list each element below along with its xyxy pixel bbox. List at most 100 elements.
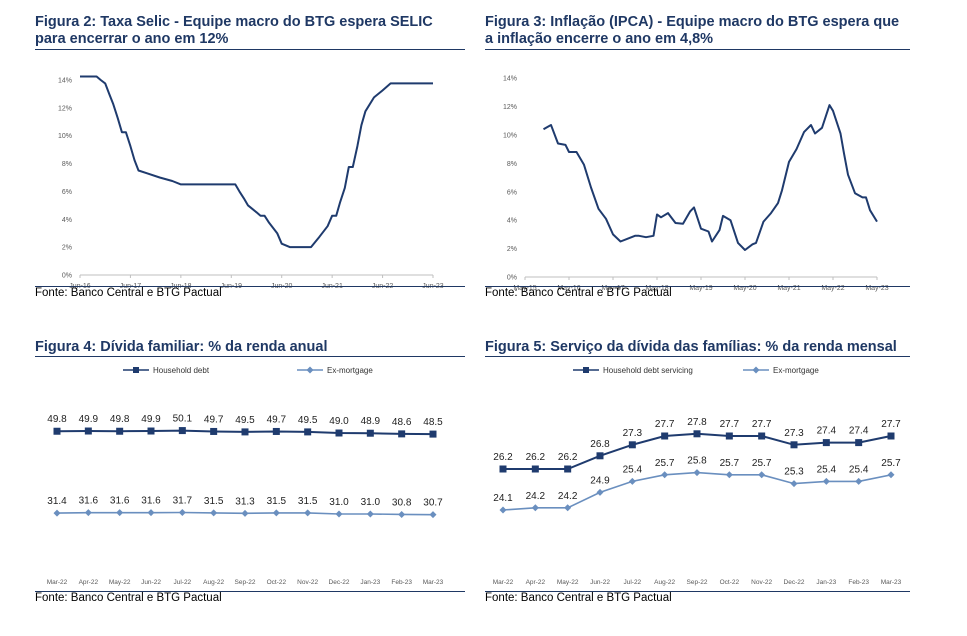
data-point (366, 429, 374, 437)
data-label: 49.5 (298, 415, 318, 426)
figure-4-title-rule (35, 356, 465, 357)
data-point (790, 480, 798, 488)
y-tick-label: 10% (58, 133, 72, 140)
data-label: 25.7 (752, 458, 772, 469)
data-point (398, 510, 406, 518)
x-tick-label: Mar-23 (423, 579, 444, 586)
data-point (210, 509, 218, 517)
y-tick-label: 8% (507, 161, 517, 168)
x-tick-label: May-15 (513, 285, 536, 292)
x-tick-label: Mar-22 (47, 579, 68, 586)
data-label: 48.6 (392, 417, 412, 428)
y-tick-label: 12% (58, 105, 72, 112)
data-point (887, 471, 895, 479)
data-point (429, 430, 437, 438)
data-point (178, 508, 186, 516)
data-point (53, 427, 61, 435)
figure-5-source: Fonte: Banco Central e BTG Pactual (485, 592, 672, 604)
legend-label: Household debt servicing (603, 366, 693, 375)
x-tick-label: May-21 (777, 285, 800, 292)
data-label: 24.2 (526, 491, 546, 502)
x-tick-label: Mar-23 (881, 579, 902, 586)
x-tick-label: May-22 (821, 285, 844, 292)
figure-2-panel: Figura 2: Taxa Selic - Equipe macro do B… (35, 14, 465, 304)
x-tick-label: May-17 (601, 285, 624, 292)
data-label: 25.7 (720, 458, 740, 469)
x-tick-label: Dec-22 (784, 579, 805, 586)
figure-3-chart: 0% 2% 4% 6% 8% 10% 12% 14% May-15 May-16 May-17 May… (503, 76, 889, 292)
x-tick-label: May-22 (109, 579, 131, 586)
data-label: 27.7 (752, 419, 772, 430)
figure-2-source: Fonte: Banco Central e BTG Pactual (35, 287, 222, 299)
data-label: 26.8 (590, 439, 610, 450)
figure-5-title: Figura 5: Serviço da dívida das famílias… (485, 339, 897, 356)
data-label: 31.6 (110, 496, 130, 507)
x-tick-label: Jan-23 (816, 579, 836, 586)
data-point (855, 439, 863, 447)
data-label: 49.9 (141, 414, 161, 425)
y-tick-label: 4% (62, 217, 72, 224)
data-point (628, 441, 636, 449)
data-point (531, 465, 539, 473)
x-tick-label: May-20 (733, 285, 756, 292)
x-tick-label: Apr-22 (526, 579, 546, 586)
x-tick-label: May-16 (557, 285, 580, 292)
data-point (499, 465, 507, 473)
data-label: 49.5 (235, 415, 255, 426)
data-point (147, 427, 155, 435)
figure-4-source: Fonte: Banco Central e BTG Pactual (35, 592, 222, 604)
data-label: 30.7 (423, 498, 443, 509)
legend-marker (133, 367, 139, 373)
figure-3-title-rule (485, 49, 910, 50)
data-point (84, 509, 92, 517)
data-point (790, 441, 798, 449)
data-label: 31.5 (267, 496, 287, 507)
data-point (531, 504, 539, 512)
x-tick-label: Jul-22 (623, 579, 641, 586)
data-label: 26.2 (558, 452, 578, 463)
figure-2-chart: 0%2%4%6%8%10%12%14%Jun-16Jun-17Jun-18Jun… (58, 75, 444, 290)
data-label: 27.7 (720, 419, 740, 430)
data-label: 25.4 (817, 464, 837, 475)
figure-3-title-line1: Figura 3: Inflação (IPCA) - Equipe macro… (485, 14, 900, 30)
data-label: 26.2 (493, 452, 513, 463)
data-point (335, 510, 343, 518)
data-point (429, 511, 437, 519)
data-point (822, 439, 830, 447)
figure-4-bottom-rule (35, 591, 465, 592)
y-tick-label: 4% (507, 218, 517, 225)
data-point (758, 471, 766, 479)
y-tick-label: 6% (507, 189, 517, 196)
data-point (272, 509, 280, 517)
x-tick-label: Dec-22 (329, 579, 350, 586)
data-point (116, 509, 124, 517)
data-label: 27.7 (655, 419, 675, 430)
data-point (822, 477, 830, 485)
data-label: 24.2 (558, 491, 578, 502)
data-label: 25.4 (849, 464, 869, 475)
x-tick-label: Sep-22 (687, 579, 708, 586)
data-point (758, 432, 766, 440)
data-point (241, 509, 249, 517)
data-point (499, 506, 507, 514)
data-label: 24.9 (590, 475, 610, 486)
figure-2-title-rule (35, 49, 465, 50)
series-line-0 (543, 104, 878, 251)
data-point (596, 488, 604, 496)
x-tick-label: May-18 (645, 285, 668, 292)
figure-2-bottom-rule (35, 286, 465, 287)
data-point (693, 430, 701, 438)
data-label: 25.8 (687, 456, 707, 467)
data-point (855, 477, 863, 485)
data-label: 31.7 (173, 495, 193, 506)
data-point (304, 428, 312, 436)
figure-3-bottom-rule (485, 286, 910, 287)
y-tick-label: 0% (62, 273, 72, 280)
figure-2-title-line1: Figura 2: Taxa Selic - Equipe macro do B… (35, 14, 433, 30)
data-point (693, 469, 701, 477)
figure-3-title: Figura 3: Inflação (IPCA) - Equipe macro… (485, 14, 899, 48)
x-tick-label: Feb-23 (391, 579, 412, 586)
data-label: 25.7 (881, 458, 901, 469)
data-point (241, 428, 249, 436)
data-label: 31.6 (79, 496, 99, 507)
